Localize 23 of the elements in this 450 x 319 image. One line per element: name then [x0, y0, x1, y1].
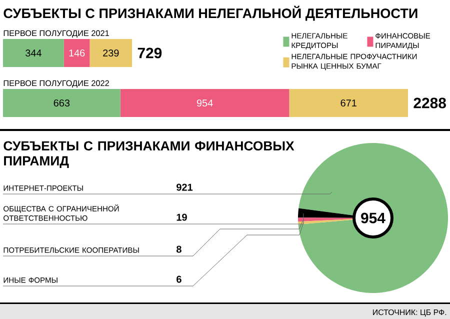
data-label: 8 [176, 246, 182, 253]
data-label: 921 [176, 184, 193, 191]
data-label: 19 [176, 214, 187, 221]
data-label: 671 [340, 99, 356, 107]
bar [64, 38, 90, 67]
bar [90, 38, 132, 67]
data-label: 6 [176, 276, 182, 283]
data-label: 146 [69, 49, 85, 57]
text: 954 [361, 212, 386, 224]
data-label: 239 [103, 49, 119, 57]
data-label: 954 [196, 99, 213, 107]
chart-title: СУБЪЕКТЫ С ПРИЗНАКАМИ НЕЛЕГАЛЬНОЙ ДЕЯТЕЛЬНОСТИ [4, 6, 418, 21]
data-label: 663 [54, 99, 70, 107]
data-label: 344 [26, 49, 42, 57]
bar [3, 38, 64, 67]
bar [3, 88, 120, 117]
chart-title: СУБЪЕКТЫ С ПРИЗНАКАМИ ФИНАНСОВЫХ ПИРАМИД [4, 141, 294, 168]
bar [289, 88, 408, 117]
bar [120, 88, 290, 117]
total-label: 2288 [414, 98, 446, 108]
y-tick-label: ПЕРВОЕ ПОЛУГОДИЕ 2022 [4, 80, 109, 88]
y-tick-label: ПЕРВОЕ ПОЛУГОДИЕ 2021 [4, 30, 109, 38]
total-label: 729 [138, 48, 162, 58]
